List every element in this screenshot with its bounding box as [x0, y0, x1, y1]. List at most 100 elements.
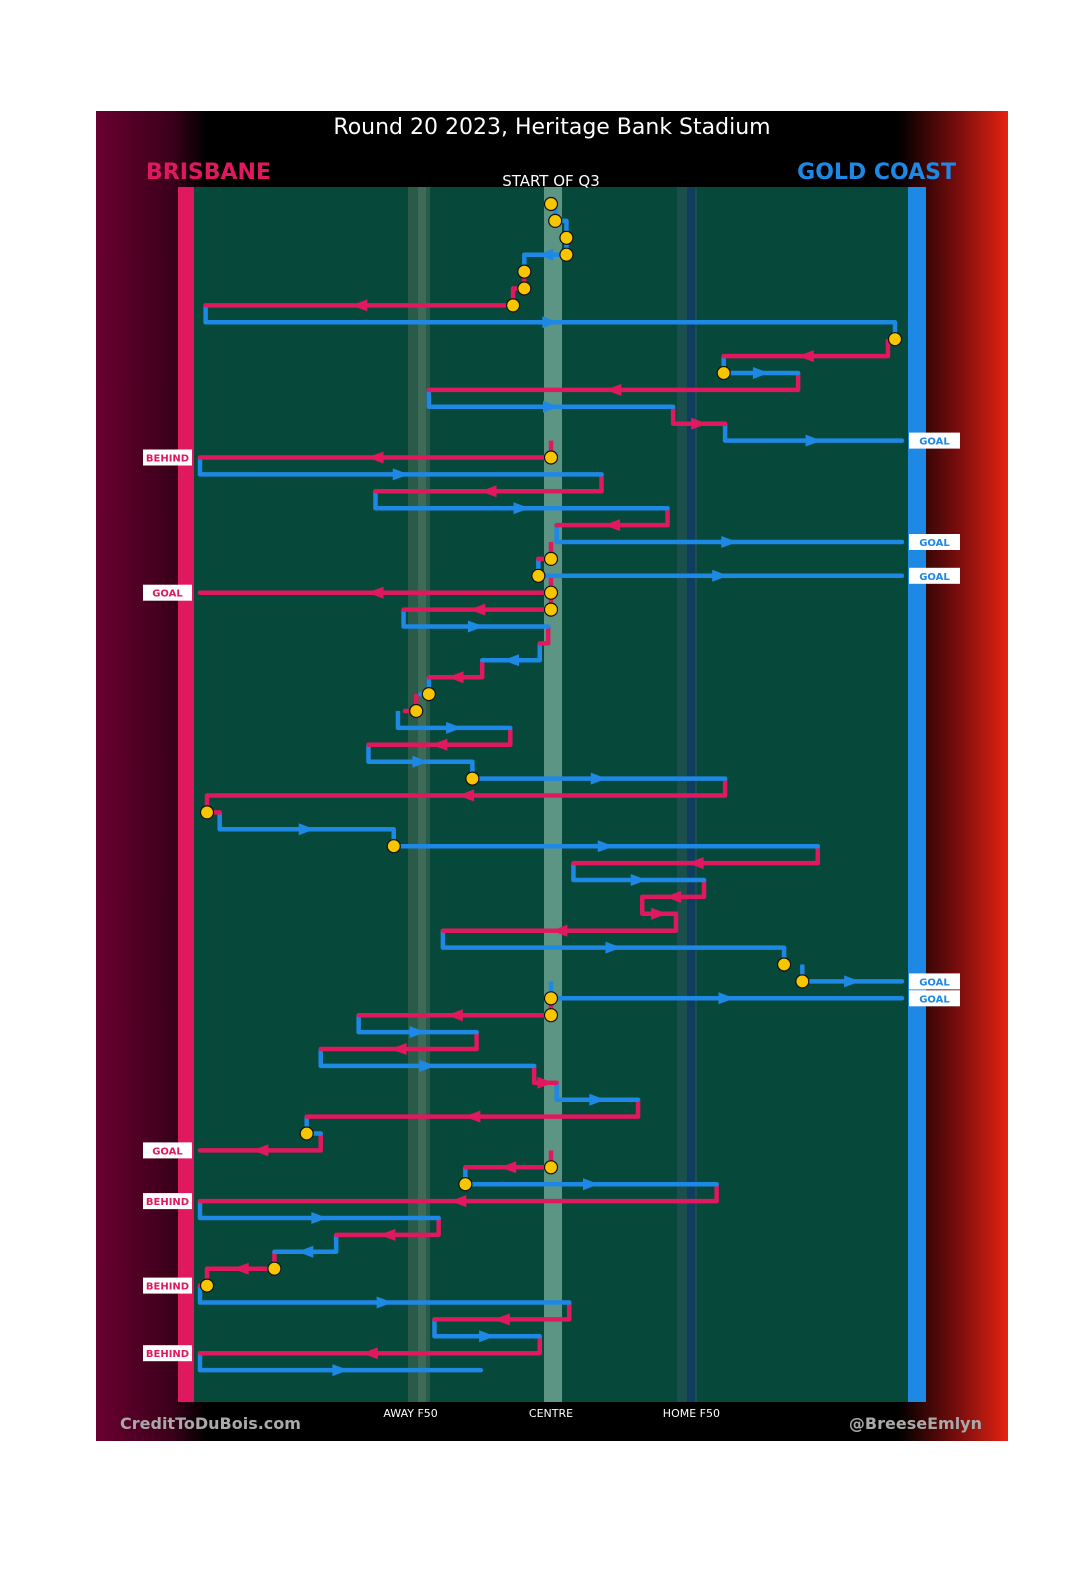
stoppage-marker [543, 450, 559, 465]
chain-arrow [367, 586, 384, 599]
x-tick-centre: CENTRE [529, 1407, 573, 1420]
chain-arrow [458, 789, 475, 802]
chain-arrow [712, 569, 729, 582]
outcome-tag-box [909, 432, 960, 449]
stoppage-marker [543, 602, 559, 617]
stoppage-marker [421, 686, 436, 702]
chain-arrow [665, 890, 682, 903]
chain-arrow [630, 874, 647, 886]
chain-arrow [805, 434, 822, 447]
chain-arrow [513, 502, 530, 515]
stoppage-marker [199, 805, 215, 820]
chain-arrow [332, 1364, 349, 1377]
outcome-tag-box [909, 990, 960, 1007]
outcome-tag-label: BEHIND [146, 454, 189, 465]
outcome-tag-label: GOAL [919, 977, 950, 988]
chain-arrow [469, 603, 486, 616]
stoppage-marker [531, 568, 546, 583]
chain-arrow [500, 1161, 517, 1174]
chain-arrow [412, 755, 429, 768]
chart-title: Round 20 2023, Heritage Bank Stadium [333, 115, 770, 140]
chain-arrow [844, 975, 861, 988]
chain-arrow [493, 1313, 510, 1326]
stoppage-marker [299, 1126, 314, 1141]
chain-arrow [467, 620, 484, 633]
outcome-tag-box [143, 1142, 192, 1159]
outcome-tag-box [909, 973, 960, 990]
credit-right: @BreeseEmlyn [849, 1414, 982, 1433]
stoppage-marker [795, 974, 810, 989]
chain-arrow [450, 1195, 467, 1208]
chain-arrow [480, 485, 497, 498]
legend-brisbane: BRISBANE [146, 160, 271, 185]
chain-arrow [447, 671, 464, 684]
outcome-tag-label: BEHIND [146, 1282, 189, 1293]
chain-arrow [232, 1262, 249, 1275]
chain-arrow [446, 1009, 463, 1022]
stoppage-marker [543, 1160, 559, 1175]
stoppage-marker [543, 991, 559, 1006]
stoppage-marker [199, 1278, 215, 1293]
outcome-tag-box [143, 1345, 192, 1362]
stoppage-marker [386, 839, 401, 854]
x-tick-away-f50: AWAY F50 [383, 1407, 437, 1420]
chain-arrow [419, 1059, 436, 1072]
chain-arrow [721, 536, 738, 548]
outcome-tag-box [143, 449, 192, 466]
chain-arrow [583, 1178, 600, 1191]
chain-arrow [409, 1026, 426, 1039]
outcome-tag-label: GOAL [919, 572, 950, 583]
chain-arrow [376, 1296, 393, 1309]
outcome-tag-label: GOAL [919, 538, 950, 549]
chain-arrow [597, 840, 614, 853]
chain-arrow [431, 738, 448, 751]
chain-arrow [605, 941, 622, 954]
chain-arrow [351, 299, 368, 312]
chain-arrow [752, 367, 769, 379]
outcome-tag-box [909, 567, 960, 584]
outcome-tag-box [143, 584, 192, 601]
chain-arrow [298, 823, 315, 836]
stoppage-marker [458, 1177, 473, 1192]
chain-segments [197, 196, 905, 1377]
chain-arrow [537, 248, 554, 261]
stoppage-marker [543, 1008, 559, 1023]
stoppage-marker [548, 213, 563, 228]
outcome-tag-label: GOAL [152, 1146, 183, 1157]
chain-arrow [797, 350, 814, 363]
chain-arrow [590, 772, 607, 785]
stoppage-marker [267, 1261, 282, 1276]
chain-arrow [543, 400, 559, 413]
stoppage-marker [776, 957, 792, 972]
chain-arrow [311, 1212, 328, 1224]
stoppage-marker [543, 585, 559, 600]
chain-arrow [367, 451, 384, 464]
outcome-tag-box [143, 1277, 192, 1294]
stoppage-marker [409, 703, 424, 719]
chain-arrow [551, 924, 568, 937]
stoppage-marker [543, 551, 559, 567]
stoppage-marker [505, 298, 521, 313]
outcome-tag-label: GOAL [919, 994, 950, 1005]
start-label: START OF Q3 [502, 172, 600, 190]
outcome-tag-label: BEHIND [146, 1349, 189, 1360]
stoppage-marker [716, 365, 731, 381]
chain-arrow [479, 1330, 496, 1343]
stoppage-marker [543, 196, 559, 212]
chain-arrow [446, 721, 463, 734]
stoppage-marker [559, 230, 574, 245]
chain-arrow [390, 1043, 407, 1055]
outcome-tag-label: BEHIND [146, 1197, 189, 1208]
stoppage-marker [517, 264, 532, 279]
stoppage-marker [887, 332, 903, 347]
chain-arrow [464, 1110, 481, 1123]
outcome-tag-box [909, 534, 960, 550]
credit-left: CreditToDuBois.com [120, 1414, 301, 1433]
brisbane-goal-line [178, 187, 194, 1402]
stoppage-marker [465, 771, 480, 786]
chain-arrow [718, 992, 735, 1005]
outcome-tag-label: GOAL [152, 589, 183, 600]
outcome-tag-box [143, 1193, 192, 1210]
chain-arrow [604, 519, 621, 532]
